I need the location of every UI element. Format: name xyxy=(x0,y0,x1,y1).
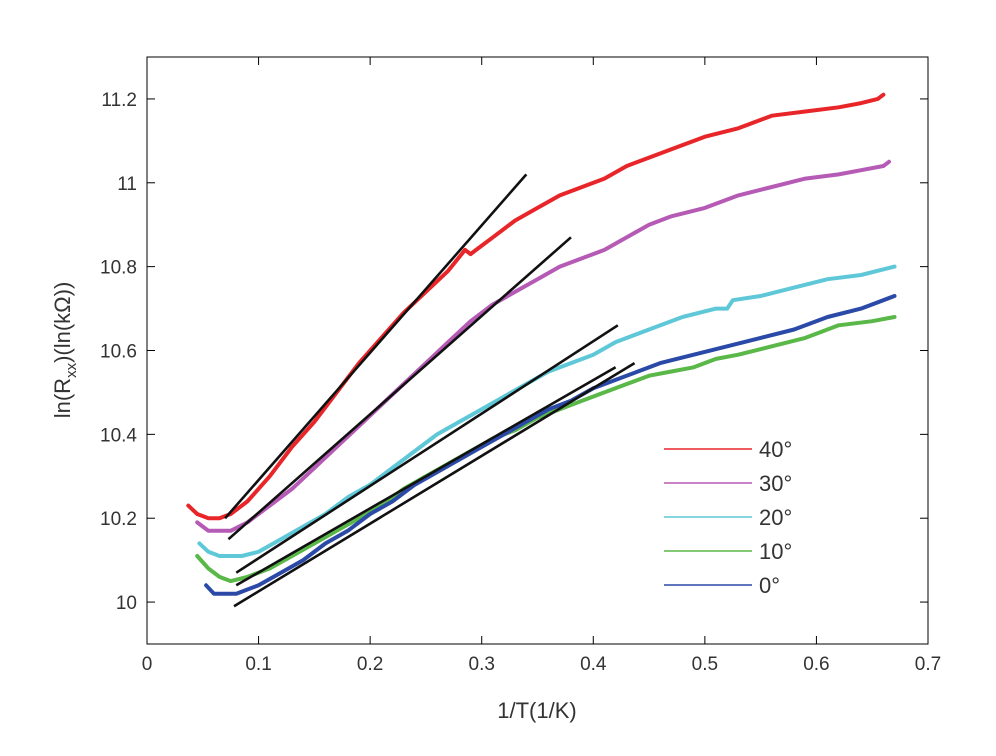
y-tick-label: 10 xyxy=(116,593,137,614)
legend: 40° 30° 20° 10° 0° xyxy=(664,437,792,598)
y-tick-label: 11.2 xyxy=(101,90,137,111)
fit-lines xyxy=(224,173,636,608)
x-axis: 0 0.1 0.2 0.3 0.4 0.5 0.6 0.7 xyxy=(142,57,941,675)
x-axis-title: 1/T(1/K) xyxy=(497,698,576,723)
series-line-1 xyxy=(195,159,891,533)
y-axis-title: ln(Rxx)(ln(kΩ)) xyxy=(50,282,80,419)
legend-label: 30° xyxy=(759,471,792,496)
y-axis-title-tail: )(ln(kΩ)) xyxy=(50,282,75,363)
y-axis: 10 10.2 10.4 10.6 10.8 11 11.2 xyxy=(100,90,928,614)
y-axis-title-subscript: xx xyxy=(63,362,80,378)
x-tick-label: 0.5 xyxy=(692,654,718,675)
x-tick-label: 0.3 xyxy=(469,654,495,675)
data-series xyxy=(186,92,897,596)
fit-line-4 xyxy=(233,361,636,608)
series-line-0 xyxy=(186,92,886,521)
legend-label: 0° xyxy=(759,573,780,598)
legend-label: 20° xyxy=(759,505,792,530)
fit-line-2 xyxy=(235,324,619,574)
y-tick-label: 10.6 xyxy=(100,342,137,363)
y-tick-label: 10.4 xyxy=(100,425,137,446)
y-axis-title-main: ln(R xyxy=(50,378,75,418)
x-tick-label: 0.2 xyxy=(357,654,383,675)
x-tick-label: 0.1 xyxy=(245,654,271,675)
y-tick-label: 10.2 xyxy=(100,509,137,530)
series-line-4 xyxy=(204,294,897,596)
legend-label: 10° xyxy=(759,539,792,564)
series-line-2 xyxy=(197,264,897,558)
fit-line-1 xyxy=(227,236,572,541)
y-tick-label: 11 xyxy=(117,174,137,195)
legend-label: 40° xyxy=(759,437,792,462)
x-tick-label: 0 xyxy=(142,654,153,675)
y-tick-label: 10.8 xyxy=(100,258,137,279)
x-tick-label: 0.4 xyxy=(580,654,607,675)
x-tick-label: 0.6 xyxy=(803,654,829,675)
x-tick-label: 0.7 xyxy=(915,654,941,675)
fit-line-0 xyxy=(224,173,528,520)
fit-line-3 xyxy=(235,366,617,587)
